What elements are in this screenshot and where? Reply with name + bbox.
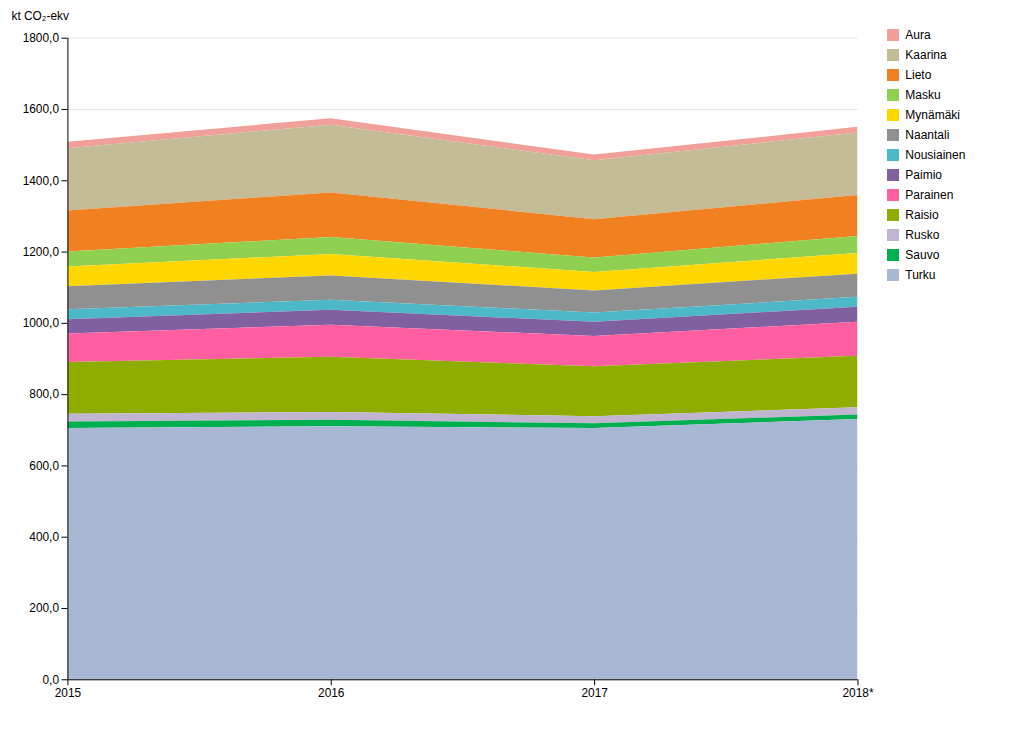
html-text:Rusko: Rusko <box>905 228 940 242</box>
svg-text:2018*: 2018* <box>842 686 873 700</box>
svg-text:1000,0: 1000,0 <box>23 316 60 330</box>
html-text:Masku: Masku <box>905 88 941 102</box>
svg-text:kt CO₂-ekv: kt CO₂-ekv <box>11 9 68 23</box>
svg-text:400,0: 400,0 <box>29 530 59 544</box>
svg-text:2016: 2016 <box>318 686 345 700</box>
html-text:Raisio: Raisio <box>905 208 939 222</box>
svg-text:800,0: 800,0 <box>29 387 59 401</box>
html-text:Naantali: Naantali <box>905 128 950 142</box>
html-text:Aura: Aura <box>905 28 931 42</box>
svg-text:2017: 2017 <box>581 686 607 700</box>
svg-text:200,0: 200,0 <box>29 601 59 615</box>
svg-text:2015: 2015 <box>55 686 82 700</box>
svg-text:1600,0: 1600,0 <box>23 102 60 116</box>
svg-text:600,0: 600,0 <box>29 459 59 473</box>
html-text:Mynämäki: Mynämäki <box>905 108 960 122</box>
html-text:Turku: Turku <box>905 268 936 282</box>
html-text:Sauvo: Sauvo <box>905 248 940 262</box>
svg-text:0,0: 0,0 <box>42 673 59 687</box>
svg-text:1400,0: 1400,0 <box>23 174 60 188</box>
html-text:Lieto: Lieto <box>905 68 932 82</box>
svg-text:1800,0: 1800,0 <box>23 31 60 45</box>
html-text:Paimio: Paimio <box>905 168 942 182</box>
html-text:Parainen: Parainen <box>905 188 954 202</box>
html-text:Kaarina: Kaarina <box>905 48 947 62</box>
html-text:Nousiainen: Nousiainen <box>905 148 966 162</box>
svg-text:1200,0: 1200,0 <box>23 245 60 259</box>
